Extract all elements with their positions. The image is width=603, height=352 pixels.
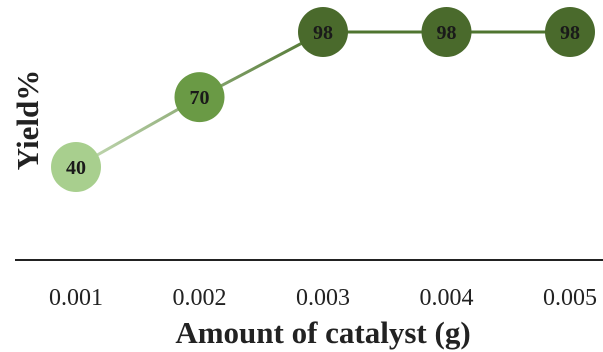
data-label: 98 (560, 22, 580, 44)
data-label: 98 (437, 22, 457, 44)
data-point-marker (51, 142, 101, 192)
data-label: 40 (66, 157, 86, 179)
x-tick-label: 0.001 (49, 285, 103, 311)
x-tick-label: 0.004 (420, 285, 474, 311)
data-point-marker (545, 7, 595, 57)
y-axis-title: Yield% (10, 70, 45, 170)
x-tick-label: 0.005 (543, 285, 597, 311)
data-point-marker (298, 7, 348, 57)
data-label: 98 (313, 22, 333, 44)
data-point-marker (174, 72, 225, 123)
x-tick-label: 0.003 (296, 285, 350, 311)
x-axis-title: Amount of catalyst (g) (175, 315, 470, 350)
data-point-marker (421, 7, 472, 57)
x-tick-label: 0.002 (173, 285, 227, 311)
data-label: 70 (190, 87, 210, 109)
